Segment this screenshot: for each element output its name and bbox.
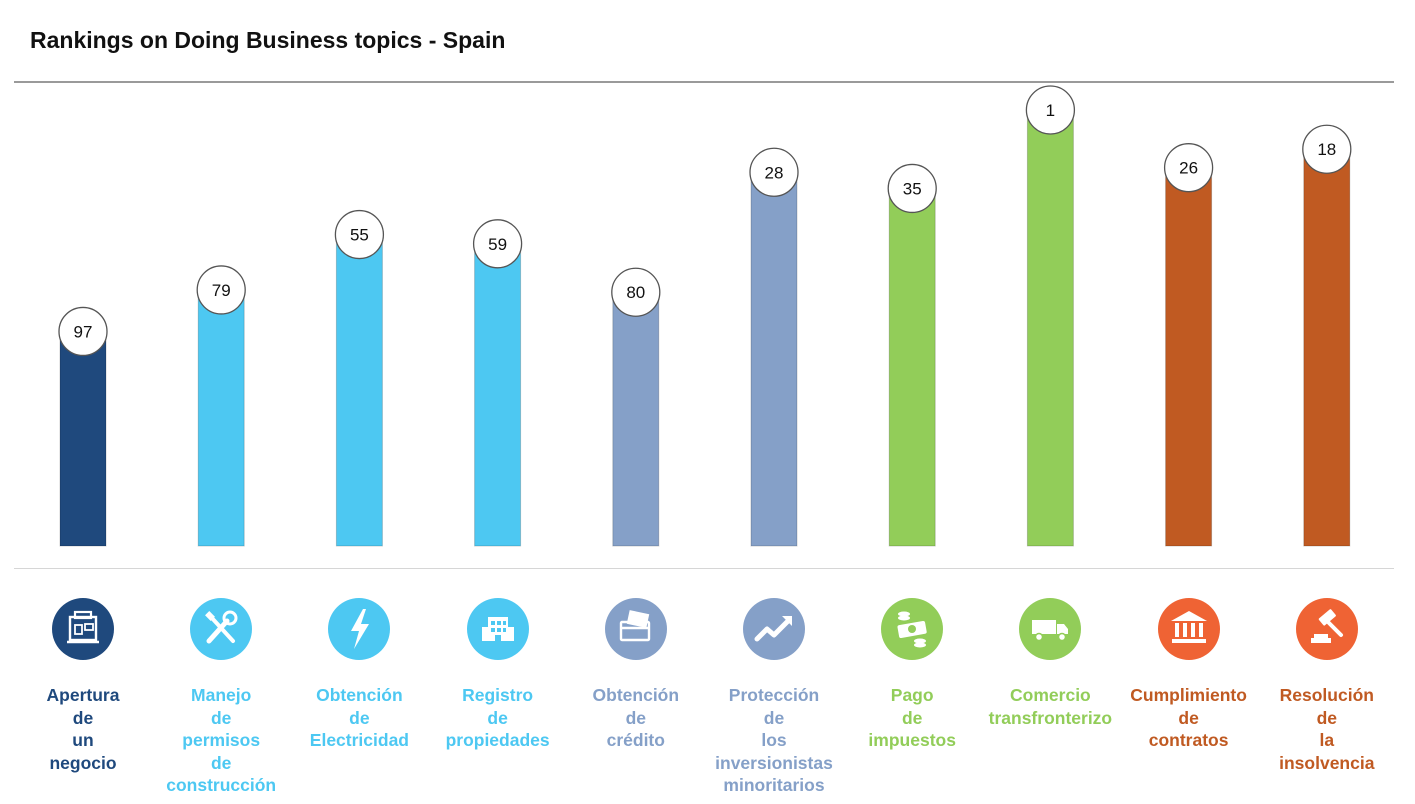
topic-label-cumplimiento-de-contratos: Cumplimiento de contratos: [1130, 685, 1247, 750]
bar-pago-de-impuestos: [888, 187, 936, 547]
bar-cumplimiento-de-contratos: [1165, 167, 1213, 547]
rank-label-cumplimiento-de-contratos: 26: [1179, 159, 1198, 178]
rank-bubble-cumplimiento-de-contratos: [1163, 143, 1214, 193]
topic-label-obtencion-de-electricidad: Obtención de Electricidad: [309, 685, 409, 750]
bar-obtencion-de-credito: [612, 291, 660, 547]
trend-up-icon: [742, 597, 806, 661]
rank-bubble-pago-de-impuestos: [887, 163, 937, 214]
topic-label-obtencion-de-credito: Obtención de crédito: [592, 685, 680, 750]
rank-label-manejo-de-permisos-de-construccion: 79: [212, 281, 231, 300]
building-icon: [51, 597, 115, 661]
rank-label-proteccion-de-los-inversionistas-minoritarios: 28: [765, 163, 784, 182]
topic-label-manejo-de-permisos-de-construccion: Manejo de permisos de construcción: [166, 685, 277, 795]
courthouse-icon: [1157, 597, 1221, 661]
chart-title: Rankings on Doing Business topics - Spai…: [30, 27, 506, 53]
rank-label-registro-de-propiedades: 59: [488, 235, 507, 254]
truck-icon: [1018, 597, 1082, 661]
rank-bubble-resolucion-de-la-insolvencia: [1302, 124, 1352, 174]
rank-label-obtencion-de-credito: 80: [626, 283, 645, 302]
bar-apertura-de-un-negocio: [59, 330, 107, 547]
rank-bubble-obtencion-de-credito: [611, 267, 661, 317]
gavel-icon: [1295, 597, 1359, 661]
bar-proteccion-de-los-inversionistas-minoritarios: [750, 171, 798, 547]
rank-bubble-registro-de-propiedades: [472, 219, 523, 269]
rank-bubble-comercio-transfronterizo: [1025, 85, 1076, 135]
money-icon: [880, 597, 944, 661]
bar-comercio-transfronterizo: [1026, 109, 1074, 547]
rank-label-apertura-de-un-negocio: 97: [74, 322, 93, 341]
topic-label-apertura-de-un-negocio: Apertura de un negocio: [46, 685, 120, 773]
bar-chart: 97 79 55 59 80 28 35 1 26 18: [58, 85, 1352, 547]
rank-bubble-obtencion-de-electricidad: [334, 209, 385, 260]
rank-label-comercio-transfronterizo: 1: [1046, 101, 1055, 120]
rank-bubble-manejo-de-permisos-de-construccion: [196, 265, 246, 315]
axis-divider: [14, 568, 1394, 569]
rank-bubble-apertura-de-un-negocio: [58, 306, 108, 357]
topic-label-resolucion-de-la-insolvencia: Resolución de la insolvencia: [1279, 685, 1375, 773]
lightning-icon: [327, 597, 391, 661]
rank-label-pago-de-impuestos: 35: [903, 179, 922, 198]
topic-label-pago-de-impuestos: Pago de impuestos: [868, 685, 956, 750]
city-icon: [466, 597, 530, 661]
bar-obtencion-de-electricidad: [335, 234, 383, 547]
topic-label-proteccion-de-los-inversionistas-minoritarios: Protección de los inversionistas minorit…: [715, 685, 833, 795]
rank-label-resolucion-de-la-insolvencia: 18: [1317, 140, 1336, 159]
credit-card-icon: [604, 597, 668, 661]
topic-label-comercio-transfronterizo: Comercio transfronterizo: [988, 685, 1113, 728]
top-divider: [14, 81, 1394, 83]
topic-label-registro-de-propiedades: Registro de propiedades: [445, 685, 550, 750]
rank-label-obtencion-de-electricidad: 55: [350, 226, 369, 245]
rank-bubble-proteccion-de-los-inversionistas-minoritarios: [749, 147, 799, 197]
tools-icon: [189, 597, 253, 661]
bar-resolucion-de-la-insolvencia: [1303, 148, 1351, 547]
bar-registro-de-propiedades: [474, 243, 522, 547]
bar-manejo-de-permisos-de-construccion: [197, 289, 245, 547]
